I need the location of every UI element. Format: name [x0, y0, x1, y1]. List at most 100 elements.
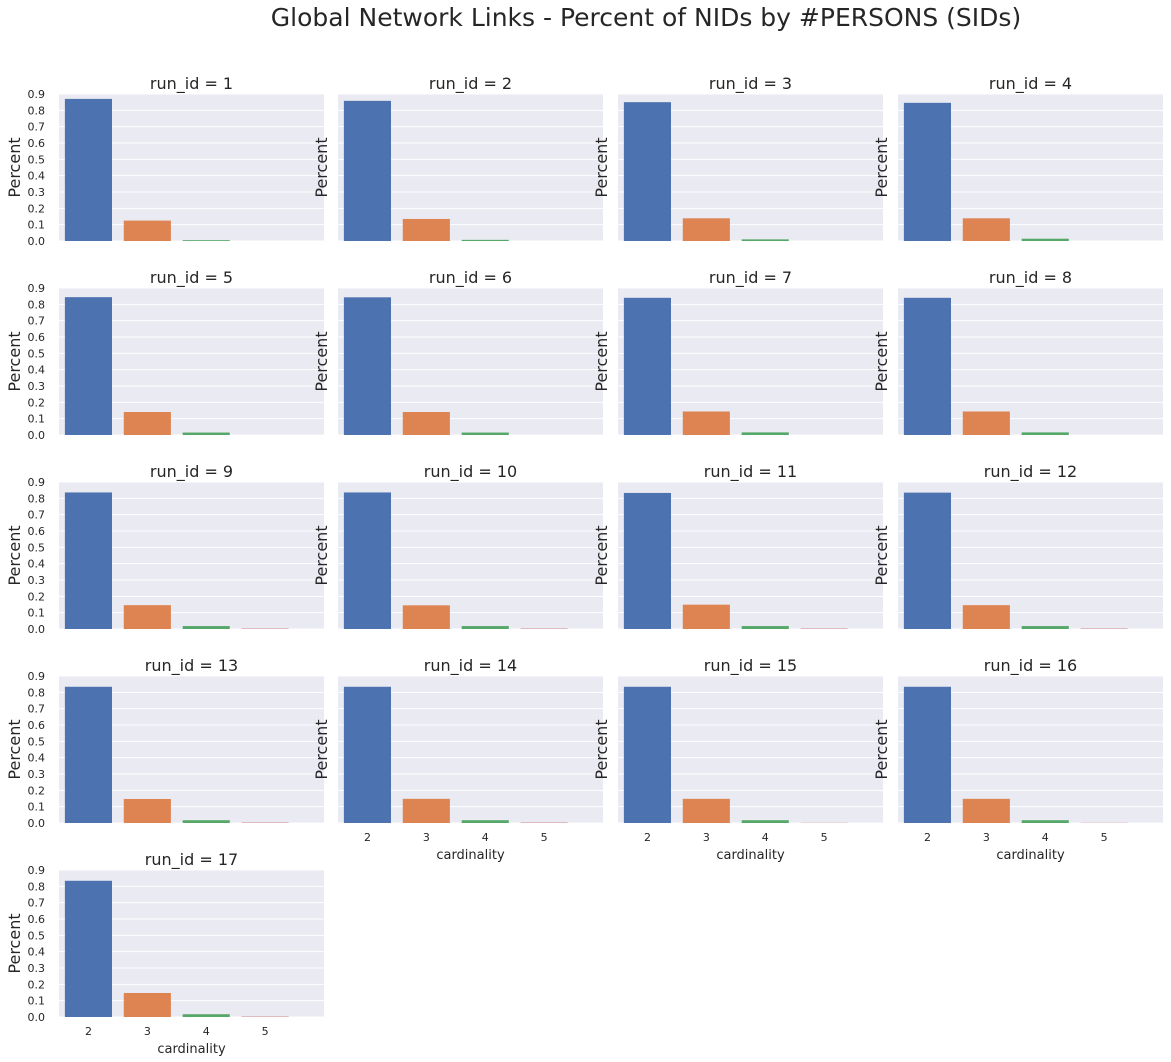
y-tick-label: 0.3: [28, 962, 46, 975]
y-tick-label: 0.4: [28, 946, 46, 959]
y-tick-label: 0.5: [28, 347, 46, 360]
bar-cardinality-3: [402, 605, 450, 629]
bar-cardinality-2: [623, 492, 671, 629]
bar-cardinality-4: [461, 626, 509, 629]
panel-title: run_id = 9: [150, 462, 233, 482]
bar-cardinality-4: [741, 432, 789, 435]
x-tick-label: 2: [85, 1025, 92, 1038]
y-tick-label: 0.2: [28, 784, 46, 797]
bar-cardinality-2: [343, 686, 391, 823]
y-tick-label: 0.4: [28, 170, 46, 183]
y-tick-label: 0.7: [28, 121, 46, 134]
bar-cardinality-2: [903, 102, 951, 241]
panel-title: run_id = 2: [429, 74, 512, 94]
facet-panel-7: run_id = 7 Percent: [592, 268, 883, 436]
x-tick-label: 4: [1042, 831, 1049, 844]
bar-cardinality-4: [461, 432, 509, 435]
y-tick-label: 0.3: [28, 574, 46, 587]
y-tick-label: 0.6: [28, 719, 46, 732]
y-axis-label: Percent: [872, 525, 891, 585]
bar-cardinality-3: [682, 798, 730, 823]
bar-cardinality-4: [1021, 820, 1069, 823]
bar-cardinality-4: [1021, 626, 1069, 629]
y-tick-label: 0.3: [28, 768, 46, 781]
bar-cardinality-3: [123, 220, 171, 241]
y-axis-label: Percent: [5, 913, 24, 973]
panel-title: run_id = 7: [709, 268, 792, 288]
x-axis-label: cardinality: [157, 1042, 226, 1057]
y-tick-label: 0.5: [28, 541, 46, 554]
y-tick-label: 0.6: [28, 331, 46, 344]
y-axis-label: Percent: [5, 137, 24, 197]
bar-cardinality-4: [182, 1014, 230, 1017]
y-tick-label: 0.8: [28, 298, 46, 311]
y-axis-label: Percent: [592, 719, 611, 779]
y-tick-label: 0.8: [28, 492, 46, 505]
y-tick-label: 0.0: [28, 1011, 46, 1024]
y-axis-label: Percent: [312, 331, 331, 391]
chart-title: Global Network Links - Percent of NIDs b…: [271, 3, 1021, 32]
facet-panel-12: run_id = 12 Percent: [872, 462, 1163, 630]
bar-cardinality-2: [623, 686, 671, 823]
y-tick-label: 0.4: [28, 558, 46, 571]
bar-cardinality-2: [64, 686, 112, 823]
bar-cardinality-2: [343, 100, 391, 241]
y-tick-label: 0.6: [28, 137, 46, 150]
y-tick-label: 0.6: [28, 913, 46, 926]
bar-cardinality-3: [962, 605, 1010, 629]
facet-panel-10: run_id = 10 Percent: [312, 462, 603, 630]
bar-cardinality-2: [343, 297, 391, 435]
panel-title: run_id = 13: [145, 656, 238, 676]
y-tick-label: 0.7: [28, 509, 46, 522]
x-tick-label: 3: [703, 831, 710, 844]
y-axis-label: Percent: [312, 137, 331, 197]
y-axis-label: Percent: [592, 331, 611, 391]
y-tick-label: 0.9: [28, 282, 46, 295]
y-axis-label: Percent: [5, 719, 24, 779]
y-tick-label: 0.9: [28, 88, 46, 101]
bar-cardinality-2: [903, 492, 951, 629]
y-tick-label: 0.2: [28, 978, 46, 991]
y-tick-label: 0.9: [28, 670, 46, 683]
panel-title: run_id = 16: [984, 656, 1077, 676]
facet-panel-13: run_id = 13 0.0 0.1 0.2 0.3 0.4 0.5 0.6 0.7 0.8 0.…: [5, 656, 324, 830]
y-axis-label: Percent: [872, 137, 891, 197]
bar-cardinality-2: [903, 297, 951, 435]
panel-title: run_id = 10: [424, 462, 517, 482]
facet-panel-6: run_id = 6 Percent: [312, 268, 603, 436]
bar-cardinality-3: [402, 411, 450, 435]
y-tick-label: 0.9: [28, 864, 46, 877]
y-axis-label: Percent: [592, 525, 611, 585]
panel-title: run_id = 6: [429, 268, 512, 288]
facet-panel-4: run_id = 4 Percent: [872, 74, 1163, 242]
facet-panel-17: run_id = 17 0.0 0.1 0.2 0.3 0.4 0.5 0.6 0.7 0.8 0.…: [5, 850, 324, 1057]
bar-cardinality-3: [962, 798, 1010, 823]
bar-cardinality-2: [64, 98, 112, 242]
panel-title: run_id = 17: [145, 850, 238, 870]
x-axis-label: cardinality: [716, 848, 785, 863]
y-tick-label: 0.5: [28, 735, 46, 748]
x-axis-label: cardinality: [996, 848, 1065, 863]
y-tick-label: 0.2: [28, 202, 46, 215]
y-axis-label: Percent: [312, 719, 331, 779]
y-axis-label: Percent: [5, 525, 24, 585]
y-tick-label: 0.0: [28, 429, 46, 442]
bar-cardinality-3: [123, 411, 171, 435]
bar-cardinality-2: [623, 297, 671, 435]
y-tick-label: 0.2: [28, 396, 46, 409]
y-tick-label: 0.1: [28, 413, 46, 426]
y-tick-label: 0.8: [28, 104, 46, 117]
facet-panel-14: run_id = 14 Percent 2 3 4 5 cardinality: [312, 656, 603, 863]
bar-cardinality-2: [343, 492, 391, 629]
bar-cardinality-3: [962, 218, 1010, 241]
bar-cardinality-3: [123, 798, 171, 823]
y-tick-label: 0.3: [28, 186, 46, 199]
x-tick-label: 5: [1101, 831, 1108, 844]
x-tick-label: 3: [144, 1025, 151, 1038]
panel-title: run_id = 5: [150, 268, 233, 288]
bar-cardinality-3: [682, 218, 730, 241]
facet-panel-5: run_id = 5 0.0 0.1 0.2 0.3 0.4 0.5 0.6 0.7 0.8 0.9…: [5, 268, 324, 442]
x-tick-label: 2: [924, 831, 931, 844]
bar-cardinality-3: [402, 798, 450, 823]
